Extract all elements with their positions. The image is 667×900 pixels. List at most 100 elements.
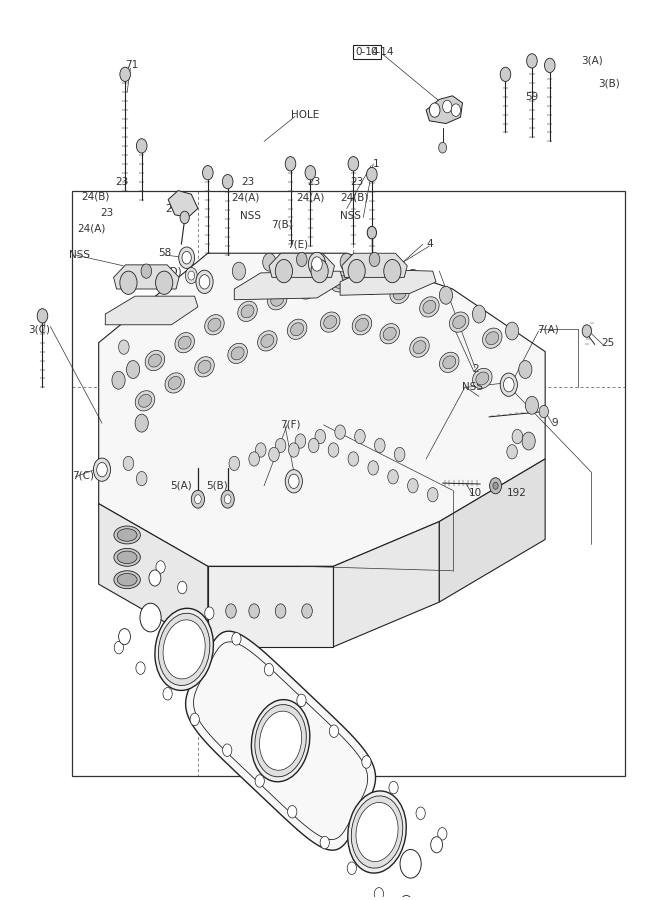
Circle shape: [196, 270, 213, 293]
Ellipse shape: [195, 356, 214, 377]
Text: 10: 10: [469, 488, 482, 498]
Circle shape: [329, 724, 339, 737]
Ellipse shape: [205, 315, 224, 335]
Circle shape: [249, 604, 259, 618]
Polygon shape: [426, 95, 462, 123]
Text: 9: 9: [552, 418, 558, 428]
Circle shape: [155, 271, 173, 294]
Circle shape: [512, 429, 523, 444]
Polygon shape: [234, 271, 344, 300]
Text: 0-14: 0-14: [356, 47, 379, 57]
Ellipse shape: [117, 551, 137, 563]
Circle shape: [180, 212, 189, 224]
Circle shape: [289, 443, 299, 457]
Ellipse shape: [198, 360, 211, 373]
Text: NSS: NSS: [239, 211, 261, 220]
Ellipse shape: [158, 613, 210, 686]
Circle shape: [430, 103, 440, 117]
Ellipse shape: [453, 316, 466, 328]
Circle shape: [335, 425, 346, 439]
Circle shape: [301, 604, 312, 618]
Circle shape: [120, 271, 137, 294]
Text: 59: 59: [526, 92, 538, 102]
Circle shape: [224, 495, 231, 504]
Ellipse shape: [271, 293, 283, 306]
Circle shape: [416, 807, 426, 820]
Circle shape: [190, 713, 199, 725]
Circle shape: [163, 688, 172, 700]
Circle shape: [188, 271, 195, 280]
Text: 7(F): 7(F): [281, 420, 301, 430]
Text: 71: 71: [125, 60, 138, 70]
Text: HOLE: HOLE: [291, 110, 319, 120]
Ellipse shape: [348, 791, 406, 873]
Circle shape: [255, 775, 264, 788]
Circle shape: [177, 581, 187, 594]
Circle shape: [544, 58, 555, 73]
Text: 24(B): 24(B): [81, 192, 109, 202]
Circle shape: [203, 166, 213, 180]
Circle shape: [289, 474, 299, 489]
Circle shape: [222, 175, 233, 189]
Circle shape: [348, 862, 356, 875]
Ellipse shape: [390, 284, 410, 303]
Circle shape: [408, 479, 418, 493]
Polygon shape: [185, 631, 376, 850]
Circle shape: [431, 837, 443, 853]
Circle shape: [311, 259, 328, 283]
Circle shape: [308, 252, 325, 275]
Ellipse shape: [117, 528, 137, 541]
Ellipse shape: [297, 279, 317, 299]
Text: 24(B): 24(B): [340, 193, 368, 202]
Circle shape: [275, 259, 293, 283]
Circle shape: [185, 267, 197, 284]
Text: 24(A): 24(A): [231, 193, 259, 202]
Bar: [72, 191, 624, 777]
Circle shape: [295, 434, 305, 448]
Polygon shape: [342, 253, 408, 277]
Circle shape: [490, 478, 502, 494]
Ellipse shape: [255, 705, 306, 777]
Circle shape: [140, 603, 161, 632]
Circle shape: [229, 456, 239, 471]
Ellipse shape: [301, 283, 313, 295]
Circle shape: [374, 887, 384, 900]
Circle shape: [195, 495, 201, 504]
Ellipse shape: [114, 526, 140, 544]
Text: 24(A): 24(A): [77, 223, 105, 233]
Ellipse shape: [393, 287, 406, 300]
Ellipse shape: [330, 272, 350, 292]
Circle shape: [367, 167, 377, 182]
Ellipse shape: [163, 620, 205, 679]
Circle shape: [311, 256, 322, 271]
Text: 5(A): 5(A): [170, 481, 192, 491]
Ellipse shape: [476, 372, 489, 385]
Polygon shape: [105, 296, 198, 325]
Circle shape: [275, 438, 286, 453]
Circle shape: [136, 662, 145, 674]
Polygon shape: [208, 566, 334, 647]
Circle shape: [504, 378, 514, 392]
Circle shape: [205, 607, 214, 619]
Circle shape: [519, 361, 532, 378]
Circle shape: [255, 443, 266, 457]
Ellipse shape: [440, 352, 459, 373]
Polygon shape: [269, 253, 334, 277]
Text: 7(C): 7(C): [72, 470, 94, 480]
Circle shape: [199, 274, 210, 289]
Circle shape: [400, 850, 421, 878]
Circle shape: [123, 456, 134, 471]
Circle shape: [191, 491, 205, 508]
Circle shape: [328, 443, 339, 457]
Circle shape: [452, 104, 460, 116]
Text: 3(B): 3(B): [598, 78, 620, 88]
Polygon shape: [334, 522, 440, 647]
Ellipse shape: [178, 337, 191, 349]
Ellipse shape: [114, 571, 140, 589]
Circle shape: [368, 461, 378, 475]
Circle shape: [389, 781, 398, 794]
Circle shape: [526, 396, 538, 414]
Ellipse shape: [366, 278, 378, 291]
Text: 23: 23: [350, 176, 364, 186]
Ellipse shape: [257, 331, 277, 351]
